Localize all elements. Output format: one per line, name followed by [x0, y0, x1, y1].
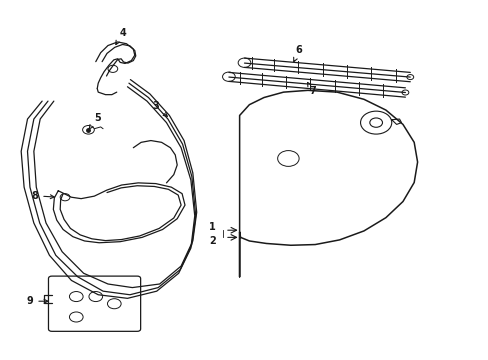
- Text: 7: 7: [307, 82, 316, 96]
- Text: 8: 8: [31, 191, 54, 201]
- Text: 3: 3: [152, 102, 167, 116]
- Text: 2: 2: [209, 236, 216, 246]
- Text: 6: 6: [293, 45, 302, 62]
- Text: 4: 4: [116, 28, 126, 45]
- Text: 5: 5: [89, 113, 101, 129]
- Text: 1: 1: [209, 222, 216, 231]
- Text: 9: 9: [26, 296, 48, 306]
